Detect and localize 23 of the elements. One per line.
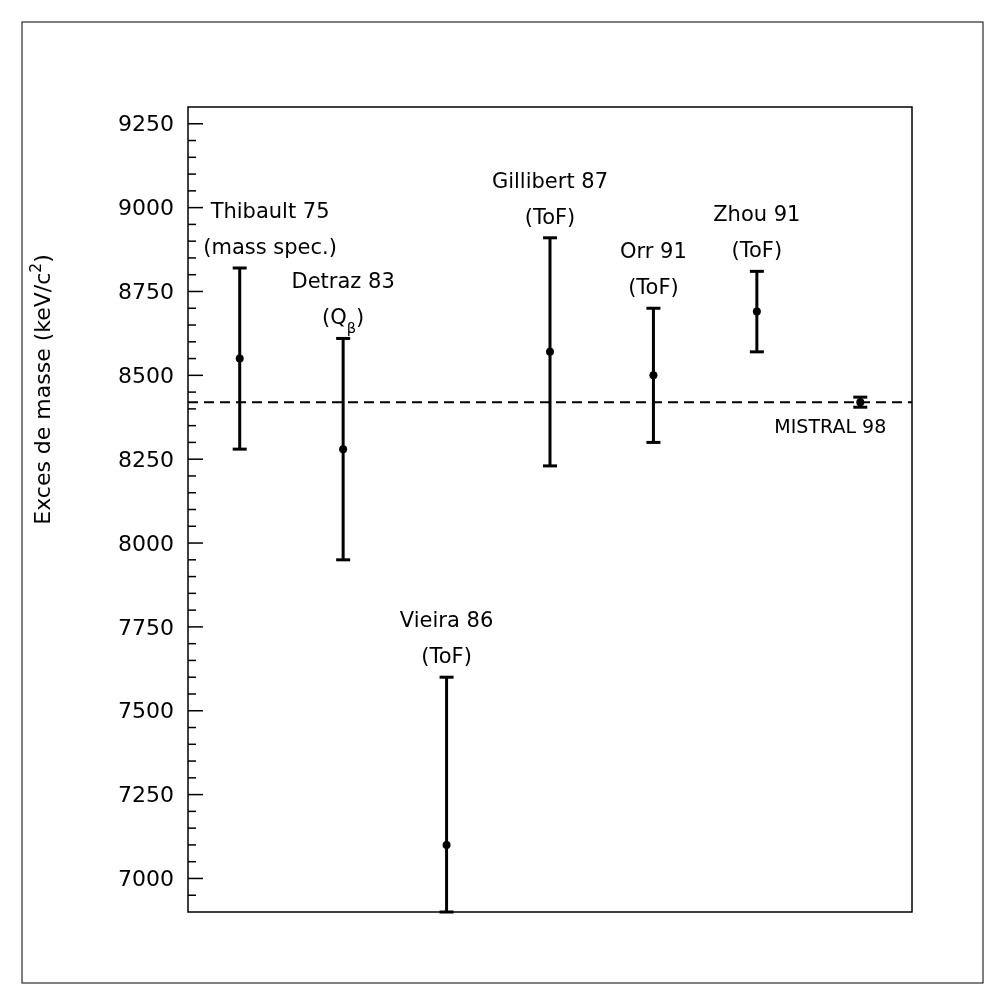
annotation: Vieira 86 (ToF) — [399, 608, 494, 669]
point — [752, 307, 761, 316]
annotation: Gillibert 87 (ToF) — [491, 168, 609, 229]
y-tick-label: 8000 — [118, 530, 174, 556]
annotation: Thibault 75 (mass spec.) — [203, 199, 337, 259]
y-tick-label: 7500 — [118, 698, 174, 724]
point — [235, 354, 244, 363]
y-tick-label: 7250 — [118, 782, 174, 808]
annotation: Zhou 91 (ToF) — [713, 202, 801, 263]
annotation: Detraz 83 (Q$_{β}$) — [291, 269, 395, 336]
y-tick-label: 9000 — [118, 195, 174, 221]
annotation: MISTRAL 98 — [774, 415, 887, 438]
annotation: Orr 91 (ToF) — [620, 239, 687, 300]
point — [442, 840, 451, 849]
point — [649, 371, 658, 380]
y-tick-label: 7750 — [118, 614, 174, 640]
y-tick-label: 8250 — [118, 446, 174, 472]
y-tick-label: 7000 — [118, 866, 174, 892]
point — [339, 445, 348, 454]
y-tick-label: 8750 — [118, 279, 174, 305]
y-tick-label: 8500 — [118, 363, 174, 389]
y-tick-label: 9250 — [118, 111, 174, 137]
point — [546, 347, 554, 356]
